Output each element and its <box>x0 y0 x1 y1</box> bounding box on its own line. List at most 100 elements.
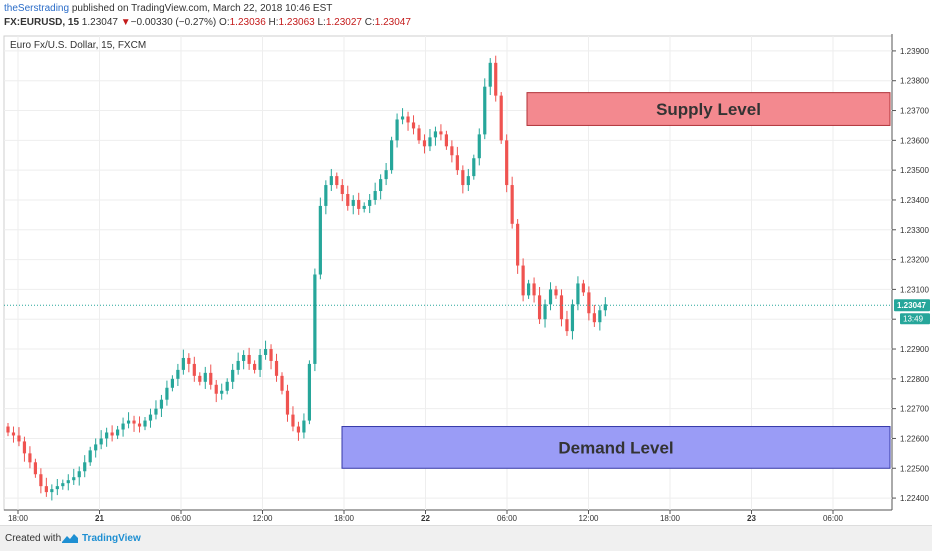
footer-bar: Created with TradingView <box>0 525 932 551</box>
candle-body <box>505 140 509 186</box>
candle-body <box>77 471 81 478</box>
candle-body <box>335 176 339 186</box>
published-text: published on TradingView.com, March 22, … <box>71 3 333 14</box>
candle-body <box>132 420 136 424</box>
chart-area[interactable]: 1.23900 1.23800 1.23700 1.23600 1.23500 1.234… <box>0 34 932 525</box>
candle-body <box>379 179 383 192</box>
candle-body <box>170 378 174 388</box>
candle-body <box>548 289 553 305</box>
candle-body <box>116 429 120 436</box>
candle-body <box>6 426 10 433</box>
ohlc-line: FX:EURUSD, 15 1.23047 ▼−0.00330 (−0.27%)… <box>4 17 411 28</box>
x-tick-label: 21 <box>95 514 104 523</box>
candle-body <box>351 199 355 206</box>
candle-body <box>66 480 70 484</box>
price-chart[interactable]: 1.23900 1.23800 1.23700 1.23600 1.23500 1.234… <box>0 34 932 525</box>
candle-body <box>50 489 54 493</box>
candle-body <box>274 360 279 376</box>
candle-body <box>11 432 16 436</box>
candle-body <box>587 292 591 314</box>
last-price: 1.23047 <box>81 17 118 28</box>
candle-body <box>214 384 218 394</box>
candle-body <box>576 283 580 305</box>
candle-body <box>554 289 558 296</box>
candle-body <box>488 62 492 87</box>
close-value: 1.23047 <box>374 17 411 28</box>
candle-body <box>94 444 98 451</box>
candle-body <box>510 185 514 224</box>
candle-body <box>263 349 268 355</box>
candle-body <box>570 304 575 332</box>
candle-body <box>88 450 92 463</box>
candle-body <box>302 420 306 433</box>
tradingview-logo-icon <box>62 534 78 543</box>
candle-body <box>242 354 246 361</box>
high-label: H: <box>268 17 279 28</box>
candle-body <box>126 420 131 424</box>
candle-body <box>61 483 65 487</box>
candle-body <box>516 223 520 266</box>
candle-body <box>499 95 503 141</box>
candle-body <box>592 313 596 323</box>
y-tick-label: 1.23400 <box>900 196 929 205</box>
candle-body <box>598 310 602 323</box>
high-value: 1.23063 <box>278 17 315 28</box>
y-tick-label: 1.22500 <box>900 464 929 473</box>
candle-body <box>565 319 569 332</box>
x-tick-label: 18:00 <box>8 514 29 523</box>
price-tag-label: 1.23047 <box>897 301 926 310</box>
candle-body <box>236 360 240 370</box>
x-tick-label: 12:00 <box>578 514 599 523</box>
y-tick-label: 1.22900 <box>900 345 929 354</box>
zone-label: Supply Level <box>656 100 761 119</box>
candle-body <box>532 283 536 296</box>
x-tick-label: 12:00 <box>252 514 273 523</box>
price-axis-bg <box>892 34 932 525</box>
candle-body <box>209 372 213 385</box>
candle-body <box>395 119 399 141</box>
candle-body <box>280 375 284 391</box>
candle-body <box>450 146 454 156</box>
candle-body <box>521 265 525 296</box>
candle-body <box>477 134 481 159</box>
candle-body <box>110 432 114 436</box>
candle-body <box>537 295 542 320</box>
candle-body <box>28 453 32 463</box>
x-tick-label: 06:00 <box>497 514 518 523</box>
candle-body <box>307 363 311 421</box>
candle-body <box>72 477 76 481</box>
candle-body <box>33 462 37 475</box>
candle-body <box>455 155 459 171</box>
candle-body <box>296 426 301 433</box>
price-change: −0.00330 (−0.27%) <box>130 17 217 28</box>
candle-body <box>313 274 317 364</box>
symbol-label: FX:EURUSD, 15 <box>4 17 80 28</box>
x-tick-label: 23 <box>747 514 756 523</box>
candle-body <box>603 304 607 311</box>
y-tick-label: 1.22600 <box>900 434 929 443</box>
tradingview-brand-link[interactable]: TradingView <box>82 533 141 544</box>
candle-body <box>17 435 21 442</box>
candle-body <box>154 408 158 415</box>
y-tick-label: 1.23100 <box>900 285 929 294</box>
candle-body <box>390 140 394 171</box>
candle-body <box>400 116 405 120</box>
y-tick-label: 1.23200 <box>900 256 929 265</box>
candle-body <box>225 381 229 391</box>
author-link[interactable]: theSerstrading <box>4 3 70 14</box>
x-tick-label: 06:00 <box>171 514 192 523</box>
zone-box <box>341 426 891 469</box>
candle-body <box>187 357 191 364</box>
x-tick-label: 06:00 <box>823 514 844 523</box>
candle-body <box>176 369 180 379</box>
candle-body <box>422 140 427 147</box>
y-tick-label: 1.22800 <box>900 375 929 384</box>
candle-body <box>559 295 564 320</box>
candle-body <box>472 158 476 177</box>
candle-body <box>253 363 257 370</box>
candle-body <box>373 191 377 200</box>
countdown-tag-bg <box>900 313 930 325</box>
candle-body <box>384 170 388 180</box>
candle-body <box>148 414 153 421</box>
countdown-tag-label: 13:49 <box>903 315 924 324</box>
